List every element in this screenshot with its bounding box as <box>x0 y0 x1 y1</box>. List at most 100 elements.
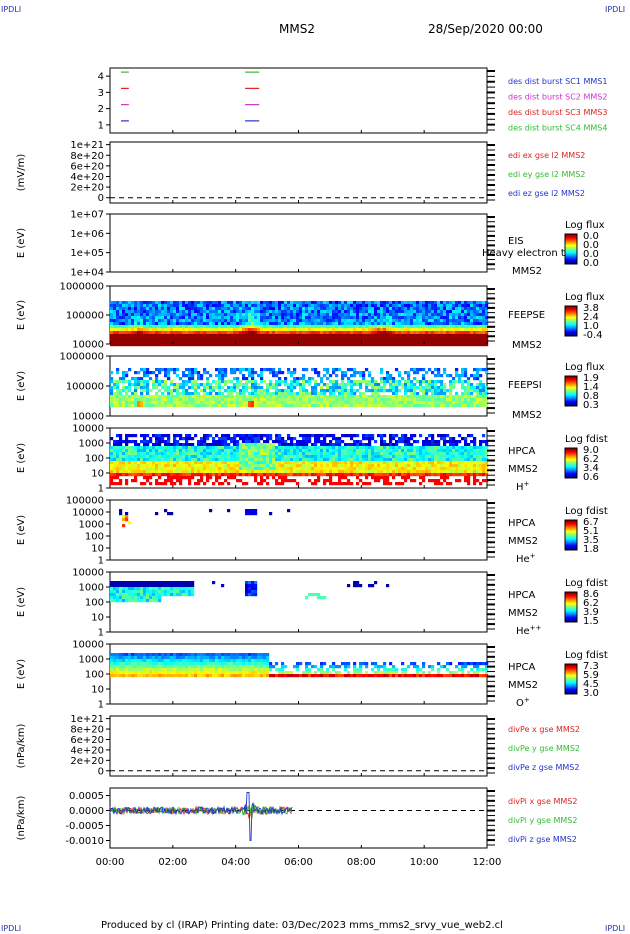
heatmap-cell <box>263 331 267 335</box>
heatmap-cell <box>152 467 156 471</box>
heatmap-cell <box>266 455 270 459</box>
heatmap-cell <box>329 449 333 453</box>
heatmap-cell <box>203 482 207 486</box>
heatmap-cell <box>257 322 261 326</box>
heatmap-cell <box>188 313 192 317</box>
heatmap-cell <box>176 389 180 393</box>
heatmap-cell <box>383 443 387 447</box>
heatmap-cell <box>179 319 183 323</box>
heatmap-cell <box>260 461 264 465</box>
heatmap-cell <box>392 380 396 384</box>
heatmap-cell <box>161 446 165 450</box>
heatmap-cell <box>323 313 327 317</box>
heatmap-cell <box>131 452 135 456</box>
heatmap-cell <box>284 473 288 477</box>
heatmap-cell <box>248 449 252 453</box>
heatmap-cell <box>347 319 351 323</box>
heatmap-cell <box>470 404 474 408</box>
heatmap-cell <box>131 334 135 338</box>
heatmap-cell <box>395 389 399 393</box>
heatmap-cell <box>224 401 228 405</box>
heatmap-cell <box>197 313 201 317</box>
heatmap-cell <box>359 464 363 468</box>
heatmap-cell <box>275 316 279 320</box>
heatmap-cell <box>410 334 414 338</box>
heatmap-cell <box>278 455 282 459</box>
heatmap-cell <box>431 467 435 471</box>
heatmap-cell <box>224 313 228 317</box>
colorbar-swatch <box>565 313 577 315</box>
heatmap-cell <box>392 304 396 308</box>
heatmap-cell <box>470 310 474 314</box>
heatmap-cell <box>416 319 420 323</box>
heatmap-cell <box>380 319 384 323</box>
heatmap-cell <box>383 464 387 468</box>
heatmap-cell <box>275 461 279 465</box>
heatmap-cell <box>374 301 378 305</box>
colorbar-swatch <box>565 257 577 259</box>
heatmap-cell <box>476 325 480 329</box>
heatmap-cell <box>239 389 243 393</box>
heatmap-cell <box>374 380 378 384</box>
heatmap-cell <box>146 307 150 311</box>
heatmap-cell <box>254 467 258 471</box>
heatmap-cell <box>113 340 117 344</box>
heatmap-cell <box>296 404 300 408</box>
heatmap-cell <box>266 395 270 399</box>
heatmap-cell <box>368 319 372 323</box>
heatmap-cell <box>272 455 276 459</box>
heatmap-cell <box>299 334 303 338</box>
heatmap-cell <box>362 392 366 396</box>
heatmap-cell <box>176 470 180 474</box>
heatmap-cell <box>203 383 207 387</box>
heatmap-cell <box>179 404 183 408</box>
heatmap-cell <box>401 437 405 441</box>
heatmap-cell <box>149 464 153 468</box>
heatmap-cell <box>215 473 219 477</box>
heatmap-cell <box>110 437 114 441</box>
heatmap-cell <box>452 386 456 390</box>
heatmap-cell <box>131 304 135 308</box>
heatmap-cell <box>350 331 354 335</box>
heatmap-cell <box>347 383 351 387</box>
heatmap-cell <box>182 328 186 332</box>
heatmap-cell <box>434 389 438 393</box>
heatmap-cell <box>203 331 207 335</box>
colorbar-swatch <box>565 254 577 256</box>
heatmap-cell <box>299 392 303 396</box>
heatmap-cell <box>227 401 231 405</box>
heatmap-cell <box>392 319 396 323</box>
heatmap-cell <box>275 322 279 326</box>
heatmap-cell <box>434 313 438 317</box>
colorbar-swatch <box>565 402 577 404</box>
heatmap-cell <box>356 455 360 459</box>
heatmap-cell <box>149 377 153 381</box>
heatmap-cell <box>296 313 300 317</box>
heatmap-cell <box>125 380 129 384</box>
heatmap-cell <box>296 328 300 332</box>
heatmap-cell <box>461 319 465 323</box>
heatmap-cell <box>266 313 270 317</box>
heatmap-cell <box>182 322 186 326</box>
heatmap-cell <box>233 322 237 326</box>
heatmap-cell <box>236 458 240 462</box>
heatmap-cell <box>290 386 294 390</box>
heatmap-cell <box>224 461 228 465</box>
heatmap-cell <box>416 328 420 332</box>
heatmap-cell <box>467 377 471 381</box>
heatmap-cell <box>338 461 342 465</box>
heatmap-cell <box>236 443 240 447</box>
heatmap-cell <box>392 377 396 381</box>
heatmap-cell <box>203 449 207 453</box>
heatmap-cell <box>233 316 237 320</box>
heatmap-cell <box>356 319 360 323</box>
heatmap-cell <box>311 455 315 459</box>
heatmap-cell <box>113 334 117 338</box>
heatmap-cell <box>455 322 459 326</box>
heatmap-cell <box>482 398 486 402</box>
heatmap-cell <box>287 334 291 338</box>
heatmap-cell <box>173 395 177 399</box>
heatmap-cell <box>230 386 234 390</box>
heatmap-cell <box>287 328 291 332</box>
heatmap-cell <box>299 461 303 465</box>
